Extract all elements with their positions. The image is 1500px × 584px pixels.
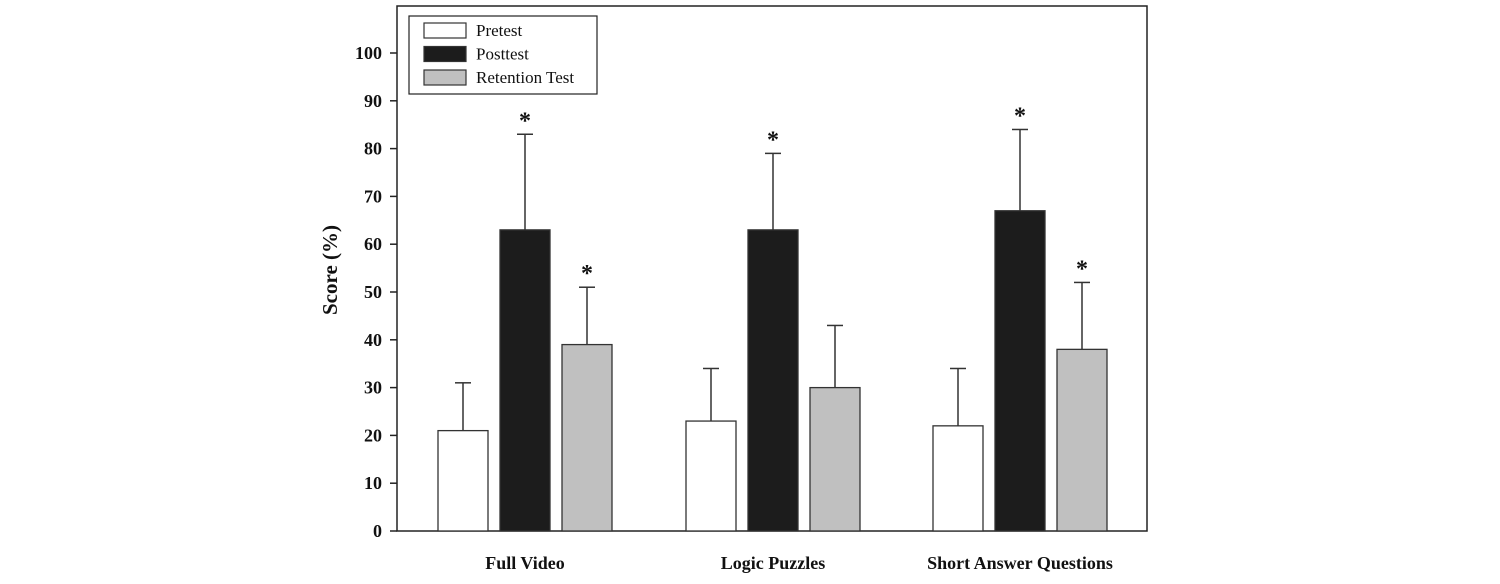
y-tick-label: 80 — [364, 139, 382, 159]
legend-swatch — [423, 69, 467, 86]
legend-swatch — [423, 22, 467, 39]
y-tick-label: 70 — [364, 186, 382, 206]
legend-label: Retention Test — [476, 68, 574, 87]
y-tick-label: 100 — [355, 43, 382, 63]
bar-retention-test — [1056, 348, 1108, 532]
bar-retention-test — [561, 343, 613, 532]
y-tick-label: 90 — [364, 91, 382, 111]
y-tick-label: 60 — [364, 234, 382, 254]
y-tick-label: 50 — [364, 282, 382, 302]
y-tick-label: 30 — [364, 378, 382, 398]
legend-label: Pretest — [476, 21, 523, 40]
bar-retention-test — [809, 386, 861, 532]
significance-marker: * — [767, 127, 779, 153]
y-tick-label: 20 — [364, 425, 382, 445]
bar-pretest — [437, 429, 489, 532]
bars: * * * * * — [437, 103, 1108, 532]
bar-posttest — [747, 229, 799, 532]
y-tick-label: 40 — [364, 330, 382, 350]
x-tick-label: Short Answer Questions — [927, 553, 1113, 573]
bar-posttest — [499, 229, 551, 532]
legend-swatch — [423, 45, 467, 63]
significance-marker: * — [581, 261, 593, 287]
significance-marker: * — [519, 108, 531, 134]
y-axis: 0 10 20 30 40 50 60 70 80 90 100 — [355, 43, 397, 541]
y-axis-label: Score (%) — [318, 225, 342, 315]
x-axis: Full Video Logic Puzzles Short Answer Ques… — [485, 553, 1113, 573]
bar-posttest — [994, 210, 1046, 532]
legend-label: Posttest — [476, 45, 529, 64]
y-tick-label: 10 — [364, 473, 382, 493]
significance-marker: * — [1014, 103, 1026, 129]
x-tick-label: Logic Puzzles — [721, 553, 825, 573]
bar-pretest — [685, 420, 737, 532]
x-tick-label: Full Video — [485, 553, 565, 573]
significance-marker: * — [1076, 256, 1088, 282]
bar-pretest — [932, 425, 984, 532]
legend: Pretest Posttest Retention Test — [408, 15, 598, 95]
y-tick-label: 0 — [373, 521, 382, 541]
